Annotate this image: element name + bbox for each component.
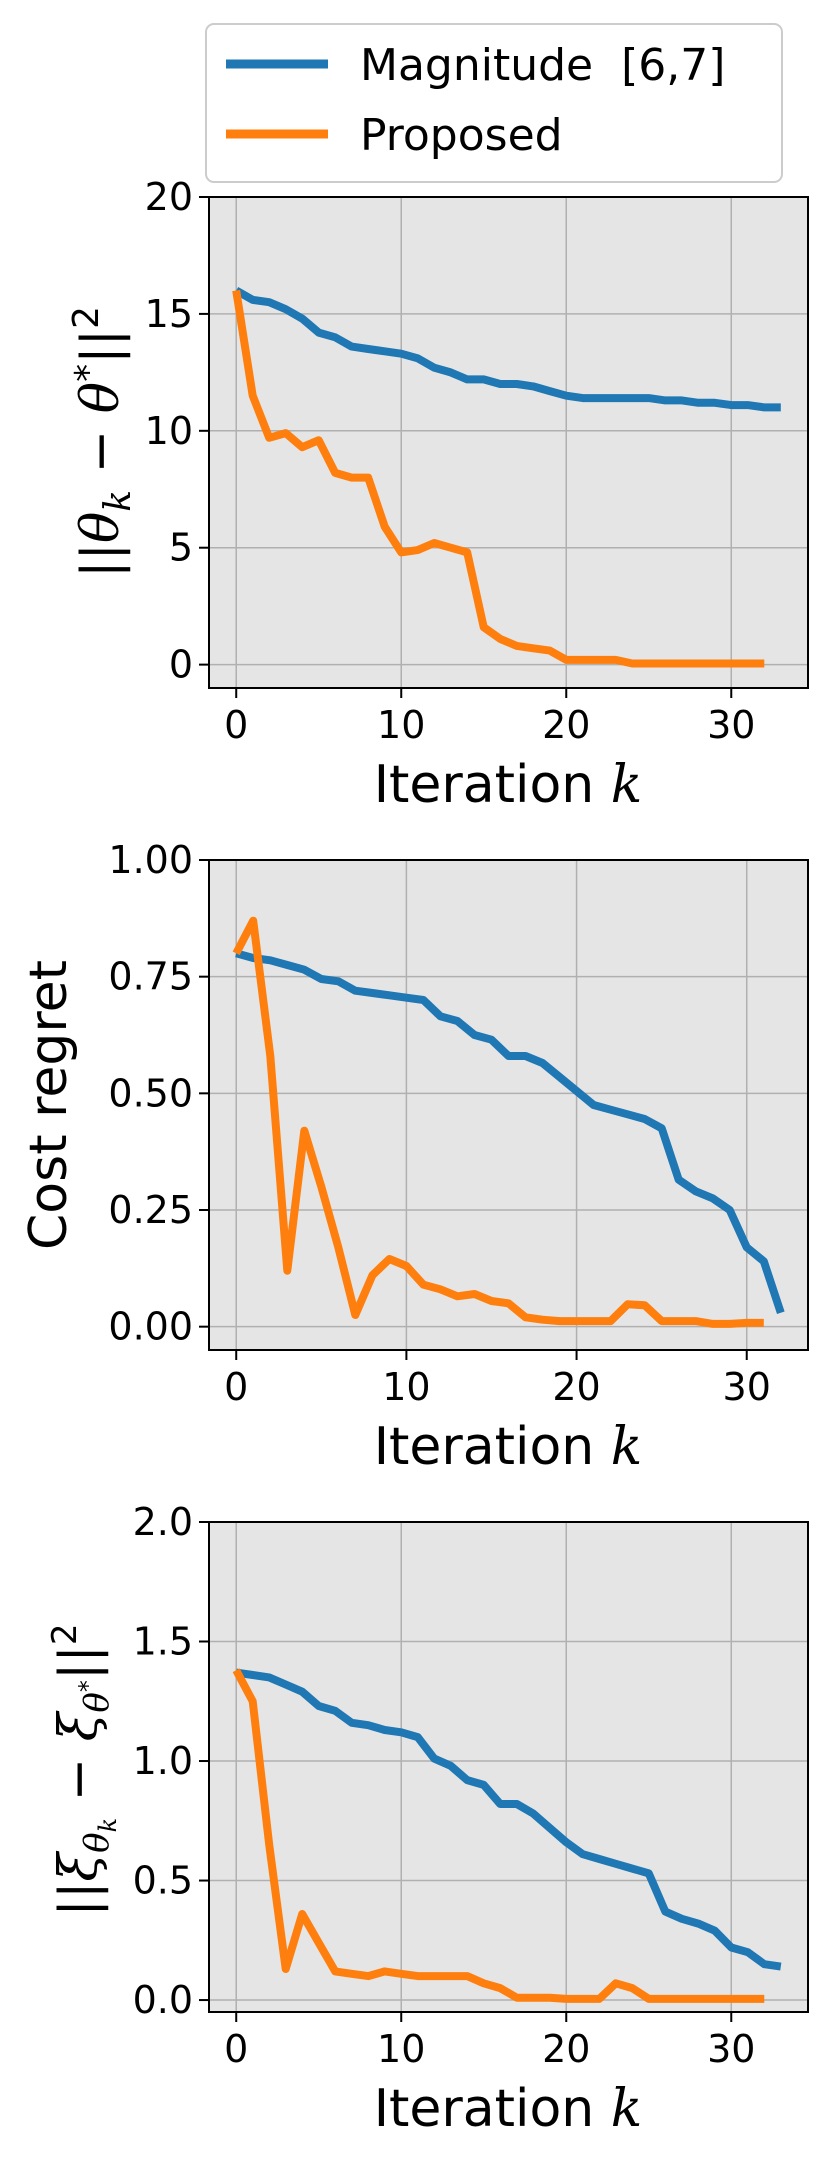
panel-3-y-tick-label: 1.5: [133, 1620, 193, 1664]
panel-3-frame: [208, 1521, 809, 2013]
legend-label-proposed: Proposed: [360, 110, 563, 161]
panel-2-y-tick-label: 0.00: [108, 1305, 193, 1349]
panel-1-x-tick-label: 30: [707, 703, 755, 747]
panel-1-y-tick-label: 15: [145, 292, 193, 336]
panel-3-series-proposed-line: [232, 1668, 765, 2003]
panel-2-x-tick-label: 20: [552, 1365, 600, 1409]
panel-1-x-tick-label: 0: [224, 703, 248, 747]
panel-2: 0 10 20 300.000.250.500.751.00 Iteration k …: [19, 838, 809, 1477]
legend-box: [205, 23, 783, 183]
panel-2-xlabel: Iteration k: [374, 1417, 643, 1477]
panel-2-background: [209, 860, 808, 1350]
panel-1-y-tick-label: 5: [169, 526, 193, 570]
panel-2-y-tick-label: 0.25: [108, 1188, 193, 1232]
panel-3-ylabel: ||ξθk − ξθ*||2: [45, 1623, 122, 1916]
panel-3-y-tick-label: 1.0: [133, 1739, 193, 1783]
panel-2-x-tick-label: 30: [723, 1365, 771, 1409]
panel-1-x-tick-label: 10: [377, 703, 425, 747]
legend-label-magnitude: Magnitude [6,7]: [360, 40, 725, 91]
panel-2-y-tick-label: 0.50: [108, 1071, 193, 1115]
panel-1-xlabel: Iteration k: [374, 755, 643, 815]
panel-1-series-proposed-line: [232, 289, 765, 668]
panel-2-ylabel: Cost regret: [19, 960, 79, 1250]
panel-3-x-tick-label: 20: [542, 2027, 590, 2071]
panel-3: 0 10 20 30 0.0 0.5 1.0 1.5 2.0 Iteration k ||ξθk…: [45, 1500, 809, 2139]
panel-1: 0 10 20 30 0 5 10 15 20 Iteration k ||θk − θ*||2: [66, 175, 809, 815]
panel-1-y-tick-label: 0: [169, 643, 193, 687]
panel-2-series-proposed-line: [232, 916, 764, 1328]
panel-2-frame: [208, 859, 809, 1351]
panel-2-y-tick-label: 0.75: [108, 955, 193, 999]
panel-1-y-tick-label: 10: [145, 409, 193, 453]
panel-3-x-tick-label: 0: [224, 2027, 248, 2071]
panel-1-series-magnitude-line: [234, 287, 781, 412]
panel-1-y-tick-label: 20: [145, 175, 193, 219]
panel-2-x-tick-label: 10: [382, 1365, 430, 1409]
panel-3-y-tick-label: 0.0: [133, 1978, 193, 2022]
panel-1-x-tick-label: 20: [542, 703, 590, 747]
panel-3-x-tick-label: 30: [707, 2027, 755, 2071]
legend: Magnitude [6,7] Proposed: [205, 23, 783, 183]
panel-1-ylabel: ||θk − θ*||2: [66, 306, 139, 578]
panel-2-y-tick-label: 1.00: [108, 838, 193, 882]
panel-3-y-tick-label: 2.0: [133, 1500, 193, 1544]
panel-1-frame: [208, 196, 809, 689]
panel-2-series-magnitude-line: [235, 949, 785, 1314]
panel-3-xlabel: Iteration k: [374, 2079, 643, 2139]
panel-3-x-tick-label: 10: [377, 2027, 425, 2071]
panel-2-x-tick-label: 0: [224, 1365, 248, 1409]
panel-3-series-magnitude-line: [235, 1668, 782, 1971]
panel-3-y-tick-label: 0.5: [133, 1859, 193, 1903]
